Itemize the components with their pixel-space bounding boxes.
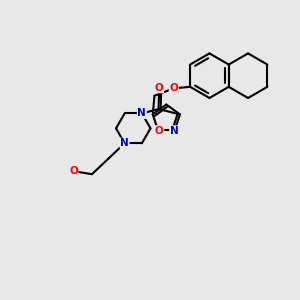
Text: O: O [169,83,178,93]
Text: N: N [137,108,146,118]
Text: O: O [155,82,164,93]
Text: O: O [69,166,78,176]
Text: O: O [155,126,164,136]
Text: N: N [170,126,178,136]
Text: N: N [120,138,129,148]
